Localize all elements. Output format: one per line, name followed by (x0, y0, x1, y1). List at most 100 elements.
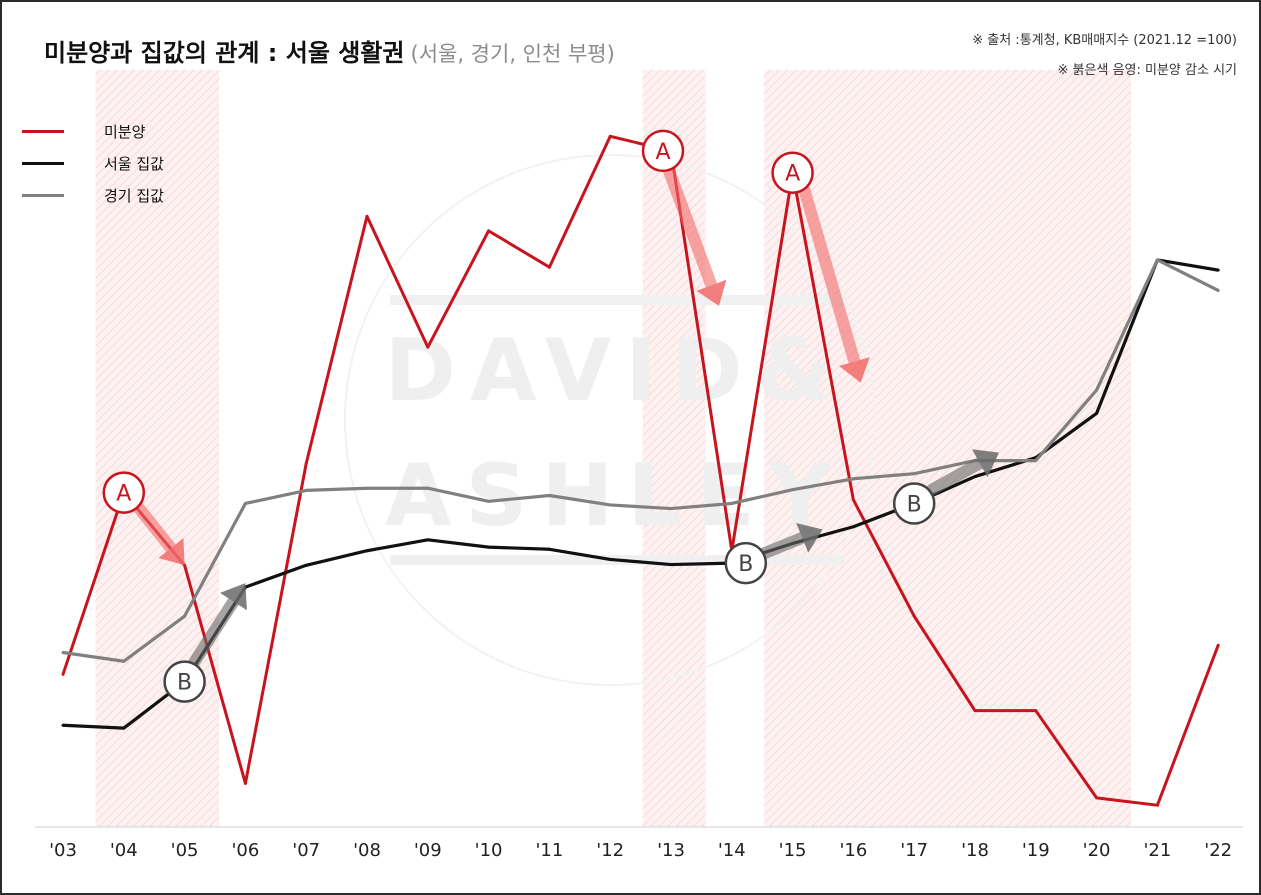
legend-item-unsold: 미분양 (22, 115, 164, 147)
data-point (243, 501, 247, 505)
x-tick-label: '13 (657, 840, 685, 861)
annotation-label: A (116, 482, 131, 507)
data-point (122, 659, 126, 663)
x-tick-label: '06 (231, 840, 259, 861)
arrow-a-2015 (798, 184, 870, 383)
data-point (61, 723, 65, 727)
series-lines (61, 134, 1220, 807)
watermark-line2: ASHLEY (385, 446, 845, 546)
x-tick-label: '16 (839, 840, 867, 861)
data-point (1216, 268, 1220, 272)
x-tick-label: '17 (900, 840, 928, 861)
data-point (61, 672, 65, 676)
data-point (1216, 288, 1220, 292)
data-point (426, 345, 430, 349)
x-tick-label: '20 (1083, 840, 1111, 861)
legend-item-gyeonggi: 경기 집값 (22, 179, 164, 211)
data-point (730, 501, 734, 505)
arrow-b-2005 (188, 583, 247, 668)
x-tick-label: '15 (779, 840, 807, 861)
legend-swatch-gyeonggi (22, 193, 64, 197)
data-point (1034, 709, 1038, 713)
x-tick-label: '09 (414, 840, 442, 861)
shaded-period-3 (764, 70, 1131, 827)
annotation-markers: A A A B B B (102, 129, 936, 703)
x-tick-label: '12 (596, 840, 624, 861)
data-point (1155, 258, 1159, 262)
legend-label-unsold: 미분양 (104, 122, 146, 141)
data-point (243, 781, 247, 785)
data-point (487, 499, 491, 503)
legend-item-seoul: 서울 집값 (22, 147, 164, 179)
series-line-1 (61, 134, 1220, 807)
data-point (669, 507, 673, 511)
data-point (426, 486, 430, 490)
x-tick-label: '21 (1143, 840, 1171, 861)
x-tick-label: '22 (1204, 840, 1232, 861)
data-point (1095, 388, 1099, 392)
data-point (851, 477, 855, 481)
x-tick-label: '05 (171, 840, 199, 861)
annotation-marker-a: A (641, 129, 685, 173)
data-point (608, 557, 612, 561)
chart-title-block: 미분양과 집값의 관계 : 서울 생활권 (서울, 경기, 인천 부평) (44, 33, 615, 68)
x-tick-label: '07 (292, 840, 320, 861)
data-point (669, 563, 673, 567)
data-point (487, 545, 491, 549)
x-tick-label: '08 (353, 840, 381, 861)
annotation-marker-b: B (724, 541, 768, 585)
data-point (487, 229, 491, 233)
legend-label-seoul: 서울 집값 (104, 154, 164, 173)
x-tick-label: '04 (110, 840, 138, 861)
data-point (304, 488, 308, 492)
chart-title: 미분양과 집값의 관계 : 서울 생활권 (44, 39, 405, 67)
x-tick-label: '11 (535, 840, 563, 861)
data-point (365, 486, 369, 490)
x-tick-label: '14 (718, 840, 746, 861)
x-tick-label: '18 (961, 840, 989, 861)
data-point (851, 525, 855, 529)
data-point (912, 472, 916, 476)
data-point (122, 726, 126, 730)
arrow-a-2013 (663, 164, 727, 306)
annotation-label: A (785, 162, 800, 187)
watermark-line1: DAVID& (384, 321, 845, 421)
data-point (791, 488, 795, 492)
annotation-marker-b: B (163, 660, 206, 703)
source-note: ※ 출처 :통계청, KB매매지수 (2021.12 =100) (972, 33, 1237, 48)
arrow-b-2017 (926, 449, 999, 496)
data-point (973, 709, 977, 713)
data-point (304, 563, 308, 567)
data-point (547, 547, 551, 551)
arrow-a-2004 (131, 500, 185, 566)
trend-arrows (131, 164, 999, 668)
data-point (608, 503, 612, 507)
series-line-3 (62, 258, 1219, 663)
legend-swatch-seoul (22, 161, 64, 165)
data-point (183, 614, 187, 618)
data-point (1095, 796, 1099, 800)
data-point (1155, 803, 1159, 807)
annotation-label: B (907, 492, 922, 517)
x-tick-label: '19 (1022, 840, 1050, 861)
arrow-b-2014 (753, 522, 823, 562)
data-point (1095, 411, 1099, 415)
x-axis-ticks: '03 '04 '05 '06 '07 '08 '09 '10 '11 '12 '13 '14 '15 '… (49, 840, 1232, 861)
x-tick-label: '03 (49, 840, 77, 861)
data-point (426, 538, 430, 542)
data-point (304, 462, 308, 465)
data-point (851, 498, 855, 502)
annotation-marker-a: A (102, 471, 146, 514)
data-point (365, 549, 369, 553)
annotation-marker-a: A (771, 151, 814, 194)
legend: 미분양 서울 집값 경기 집값 (22, 115, 164, 211)
data-point (547, 265, 551, 269)
shading-note: ※ 붉은색 음영: 미분양 감소 시기 (1057, 63, 1237, 78)
data-point (608, 134, 612, 138)
data-point (61, 651, 65, 655)
data-point (1034, 459, 1038, 463)
data-point (912, 614, 916, 618)
annotation-label: B (177, 671, 192, 696)
legend-label-gyeonggi: 경기 집값 (104, 186, 164, 205)
